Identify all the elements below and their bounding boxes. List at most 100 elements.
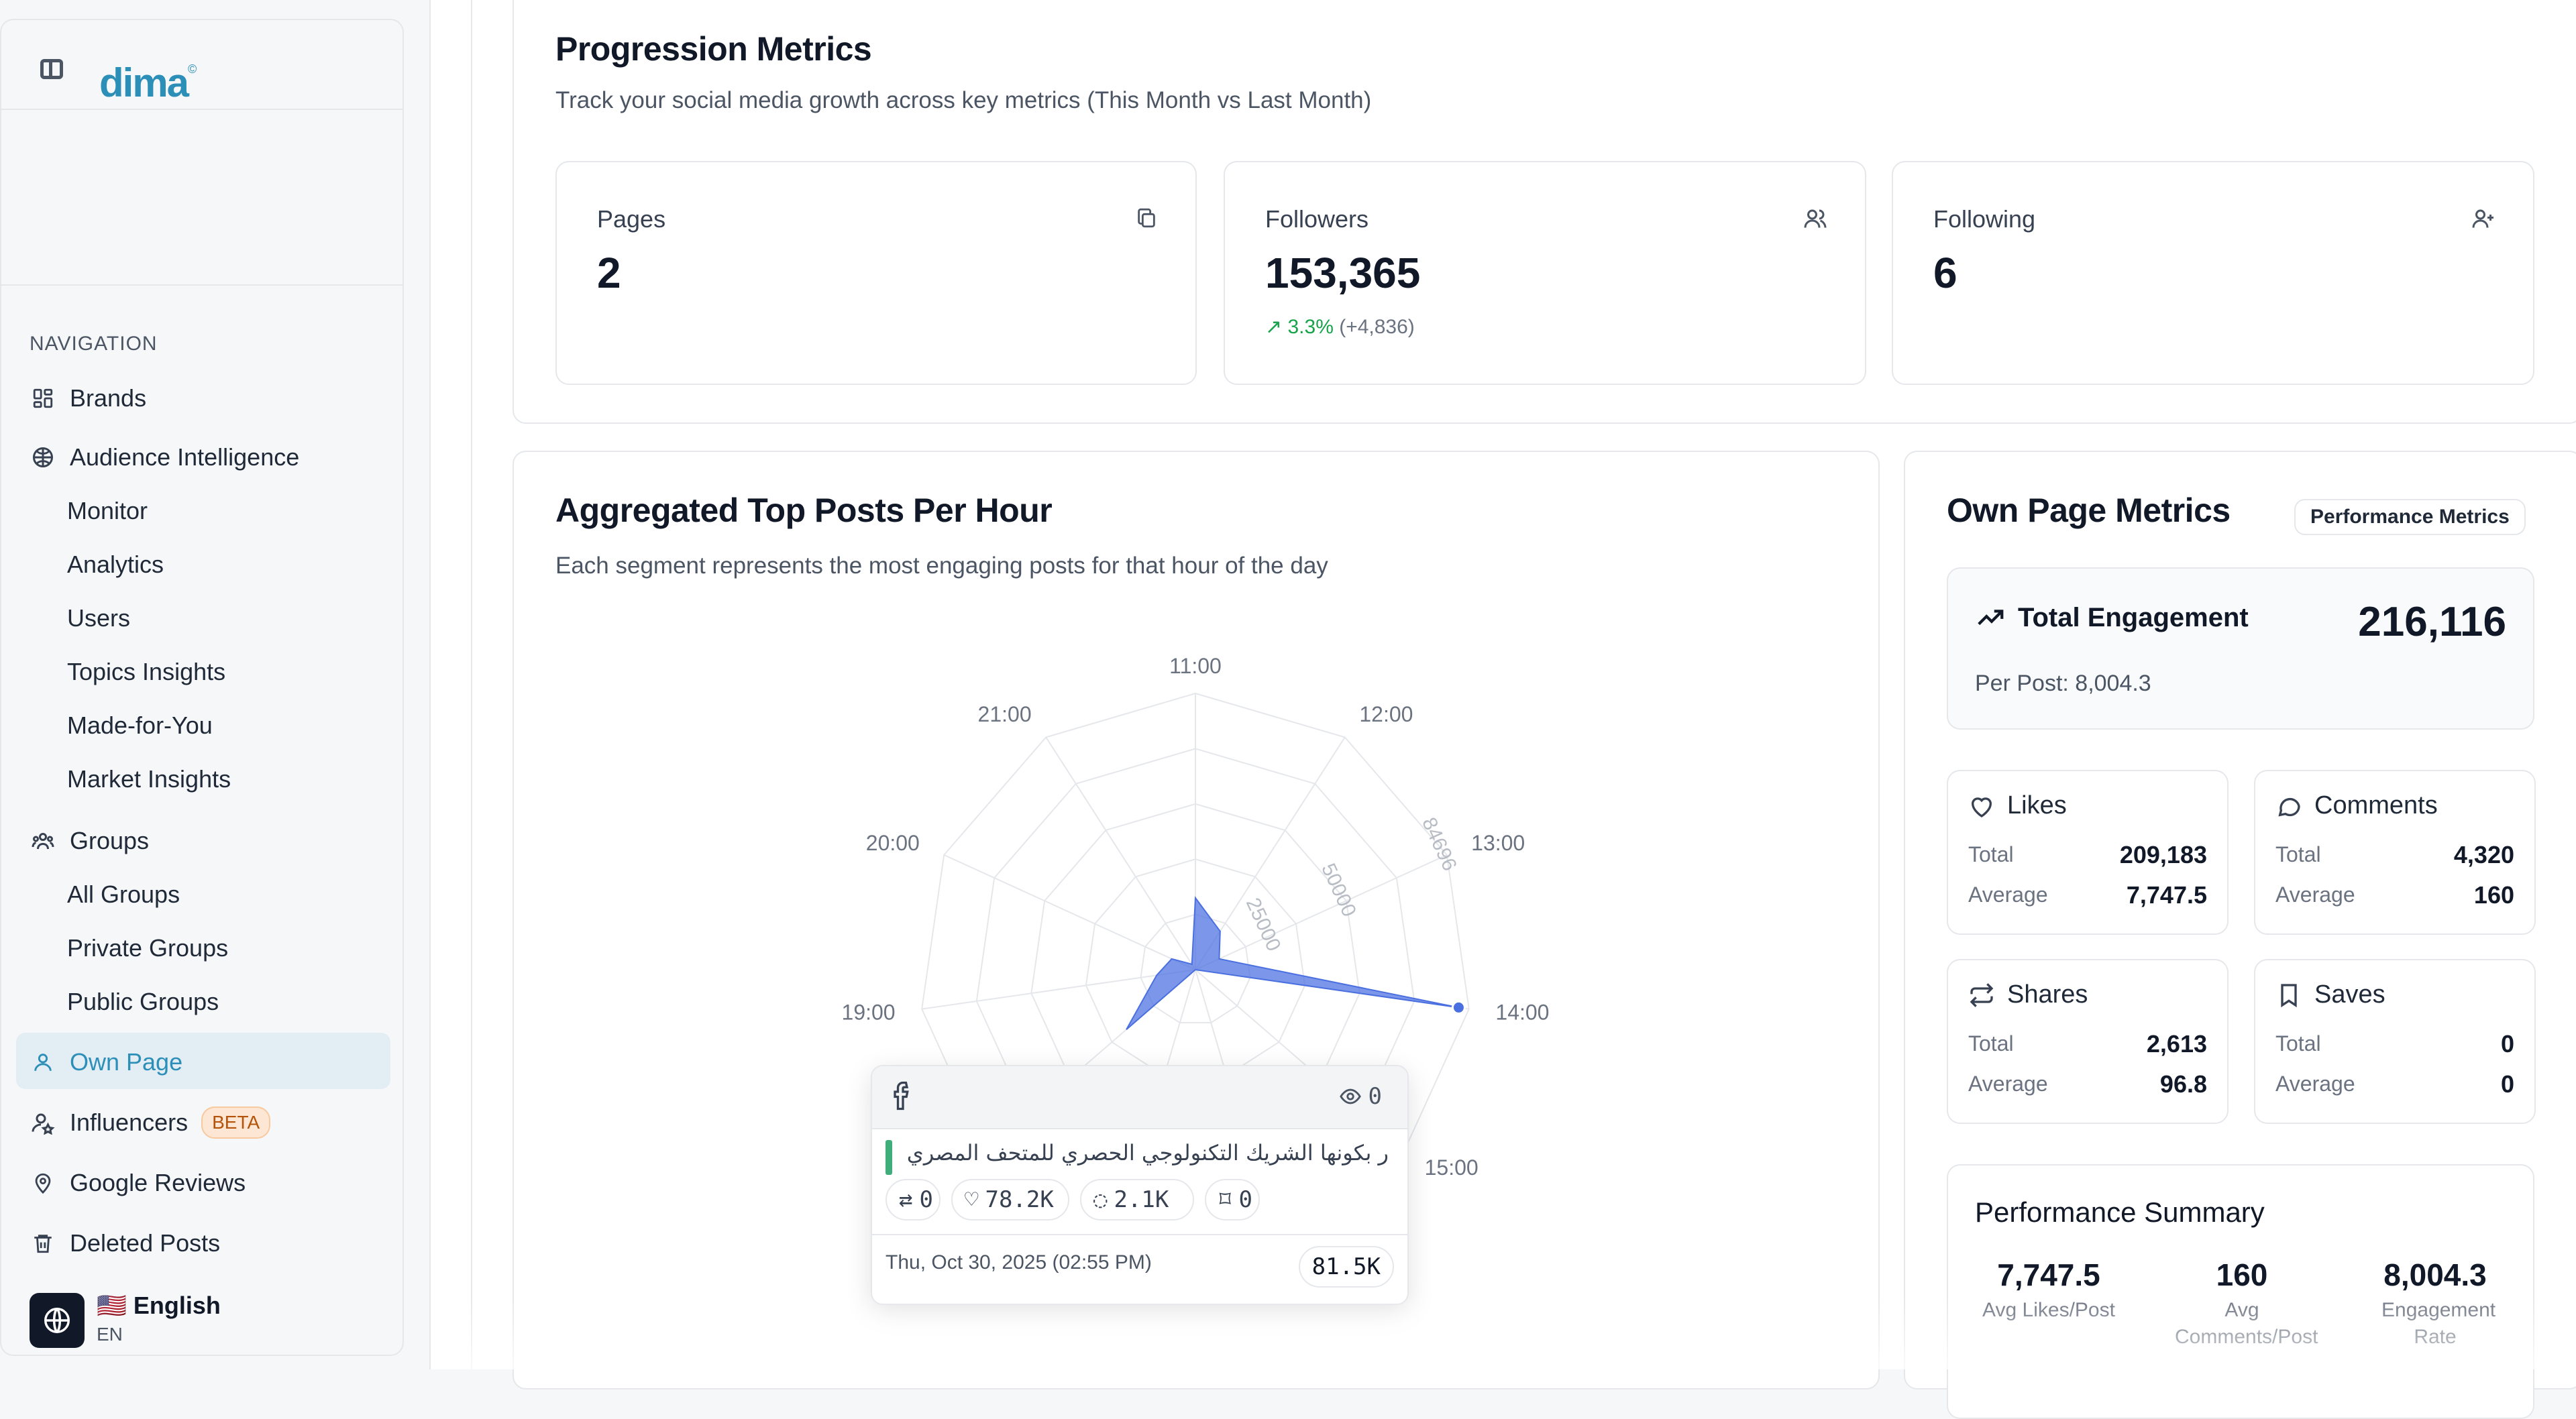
sidebar-item-groups[interactable]: Groups — [30, 821, 149, 861]
stat-label: Average — [2275, 1072, 2355, 1096]
trending-up-icon — [1975, 602, 2006, 633]
sidebar-item-made-for-you[interactable]: Made-for-You — [67, 712, 213, 739]
users-icon — [1803, 207, 1827, 234]
section-title: Progression Metrics — [555, 30, 872, 68]
sidebar-item-deleted-posts[interactable]: Deleted Posts — [30, 1223, 220, 1263]
language-switcher-button[interactable] — [30, 1293, 85, 1348]
eye-icon — [1339, 1088, 1361, 1104]
avg-likes-label: Avg Likes/Post — [1982, 1299, 2115, 1321]
views-chip: 0 — [1327, 1076, 1394, 1117]
metric-value: 6 — [1933, 249, 1957, 297]
sidebar-item-all-groups[interactable]: All Groups — [67, 881, 180, 908]
sidebar-item-users[interactable]: Users — [67, 604, 131, 632]
sidebar-header: dima© — [1, 20, 402, 110]
radar-axis-label: 20:00 — [866, 831, 920, 855]
total-engagement-label: Total Engagement — [1975, 602, 2249, 633]
globe-icon — [44, 1308, 70, 1333]
radar-point-active[interactable] — [1451, 1000, 1466, 1015]
metric-label: Followers — [1265, 205, 1369, 233]
user-icon — [30, 1049, 56, 1076]
sidebar-item-public-groups[interactable]: Public Groups — [67, 988, 219, 1015]
stat-label: Average — [1968, 1072, 2048, 1096]
post-tooltip[interactable]: 0 ر بكونها الشريك التكنولوجي الحصري للمت… — [871, 1065, 1409, 1305]
per-post-value: Per Post: 8,004.3 — [1975, 671, 2151, 696]
engagement-rate-label: Engagement Rate — [2381, 1299, 2496, 1348]
sidebar: dima© NAVIGATION Brands Audience Intelli… — [0, 19, 404, 1356]
post-date: Thu, Oct 30, 2025 (02:55 PM) — [885, 1251, 1152, 1273]
sidebar-item-own-page[interactable]: Own Page — [30, 1042, 182, 1082]
post-accent-bar — [885, 1140, 892, 1175]
avg-likes-value: 7,747.5 — [1997, 1257, 2100, 1292]
divider — [471, 0, 472, 1369]
total-engagement-value: 216,116 — [2358, 599, 2506, 645]
language-name[interactable]: 🇺🇸 English — [97, 1292, 221, 1319]
post-text: ر بكونها الشريك التكنولوجي الحصري للمتحف… — [906, 1140, 1389, 1166]
sidebar-item-brands[interactable]: Brands — [30, 378, 146, 418]
heart-icon: ♡ — [965, 1186, 979, 1213]
shares-chip: ⇄ 0 — [885, 1179, 941, 1221]
own-page-metrics-card: Own Page Metrics Performance Metrics Tot… — [1904, 451, 2576, 1419]
brain-icon — [30, 444, 56, 471]
copy-icon — [1135, 207, 1158, 233]
metric-value: 2 — [597, 249, 621, 297]
user-plus-icon — [2471, 207, 2496, 234]
sidebar-item-private-groups[interactable]: Private Groups — [67, 934, 229, 962]
language-code: EN — [97, 1324, 123, 1345]
radar-grid-ring — [1140, 913, 1251, 1024]
comment-icon — [2275, 793, 2302, 819]
metric-card-pages: Pages 2 — [555, 161, 1197, 385]
app-logo[interactable]: dima© — [99, 60, 197, 105]
radar-spoke — [922, 969, 1196, 1010]
stat-label: Average — [1968, 883, 2048, 907]
section-subtitle: Each segment represents the most engagin… — [555, 553, 1328, 579]
radar-axis-label: 13:00 — [1471, 831, 1525, 855]
saves-card: Saves Total 0 Average 0 — [2254, 959, 2536, 1124]
sidebar-item-topics-insights[interactable]: Topics Insights — [67, 658, 226, 685]
performance-summary-card: Performance Summary 7,747.5 Avg Likes/Po… — [1947, 1164, 2534, 1419]
comments-chip: ◌ 2.1K — [1080, 1179, 1194, 1221]
user-star-icon — [30, 1109, 56, 1136]
map-pin-icon — [30, 1170, 56, 1196]
radar-axis-label: 19:00 — [842, 1000, 896, 1024]
progression-metrics-card: Progression Metrics Track your social me… — [513, 0, 2576, 424]
group-icon — [30, 828, 56, 854]
divider — [872, 1234, 1407, 1235]
sidebar-item-market-insights[interactable]: Market Insights — [67, 765, 231, 793]
likes-chip: ♡ 78.2K — [951, 1179, 1069, 1221]
likes-card: Likes Total 209,183 Average 7,747.5 — [1947, 770, 2229, 935]
shares-average: 96.8 — [2159, 1070, 2207, 1098]
sidebar-blank-area — [1, 110, 402, 286]
facebook-icon — [891, 1080, 915, 1115]
sidebar-item-analytics[interactable]: Analytics — [67, 551, 164, 578]
grid-icon — [30, 385, 56, 412]
engagement-rate-value: 8,004.3 — [2383, 1257, 2487, 1292]
bookmark-icon — [2275, 982, 2302, 1009]
likes-title: Likes — [1968, 791, 2067, 820]
saves-title: Saves — [2275, 980, 2385, 1009]
performance-metrics-badge[interactable]: Performance Metrics — [2294, 499, 2526, 535]
saves-average: 0 — [2500, 1070, 2514, 1098]
stat-label: Total — [1968, 842, 2014, 866]
nav-heading: NAVIGATION — [30, 333, 158, 355]
stat-label: Total — [1968, 1031, 2014, 1056]
sidebar-item-monitor[interactable]: Monitor — [67, 497, 148, 524]
trend-up-icon: ↗ — [1265, 316, 1283, 338]
trash-icon — [30, 1230, 56, 1257]
comments-total: 4,320 — [2453, 841, 2514, 868]
bookmark-icon: ⌑ — [1218, 1186, 1232, 1213]
sidebar-toggle-icon[interactable] — [40, 59, 63, 79]
radar-axis-label: 12:00 — [1359, 702, 1413, 726]
radar-series-area[interactable] — [1126, 896, 1459, 1030]
radar-spoke — [1195, 854, 1448, 970]
shares-card: Shares Total 2,613 Average 96.8 — [1947, 959, 2229, 1124]
total-engagement-card: Total Engagement 216,116 Per Post: 8,004… — [1947, 567, 2534, 730]
section-title: Own Page Metrics — [1947, 492, 2231, 529]
repost-icon: ⇄ — [899, 1186, 913, 1213]
comments-card: Comments Total 4,320 Average 160 — [2254, 770, 2536, 935]
sidebar-item-google-reviews[interactable]: Google Reviews — [30, 1163, 246, 1203]
active-item-highlight — [16, 1033, 390, 1089]
sidebar-item-influencers[interactable]: Influencers BETA — [30, 1102, 271, 1143]
repeat-icon — [1968, 982, 1995, 1009]
sidebar-item-audience-intelligence[interactable]: Audience Intelligence — [30, 437, 299, 477]
